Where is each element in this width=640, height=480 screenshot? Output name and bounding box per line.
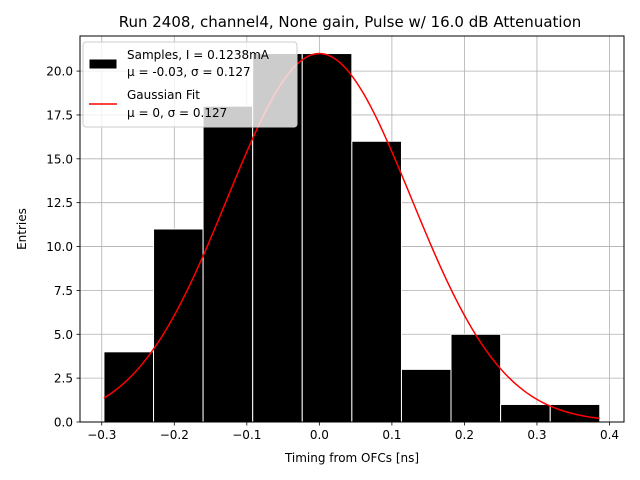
legend-box <box>82 41 298 128</box>
y-tick-label: 17.5 <box>46 108 73 122</box>
y-tick-label: 0.0 <box>54 416 73 430</box>
x-tick-label: −0.2 <box>160 428 189 442</box>
legend-fit-label-line2: μ = 0, σ = 0.127 <box>127 106 227 120</box>
y-tick-label: 15.0 <box>46 152 73 166</box>
x-tick-label: 0.3 <box>527 428 546 442</box>
histogram-bar <box>103 351 155 423</box>
histogram-bar <box>400 368 452 423</box>
x-tick-label: 0.2 <box>455 428 474 442</box>
legend-samples-swatch <box>88 58 118 70</box>
legend-fit-label-line1: Gaussian Fit <box>127 88 200 102</box>
x-axis-label: Timing from OFCs [ns] <box>284 451 419 465</box>
y-tick-label: 2.5 <box>54 372 73 386</box>
histogram-bar <box>153 228 204 423</box>
x-tick-label: 0.1 <box>382 428 401 442</box>
histogram-bars <box>103 53 601 423</box>
histogram-bar <box>549 403 601 423</box>
y-tick-label: 10.0 <box>46 240 73 254</box>
histogram-bar <box>351 140 402 423</box>
legend-samples-label-line1: Samples, I = 0.1238mA <box>127 48 270 62</box>
y-tick-label: 20.0 <box>46 65 73 79</box>
y-tick-label: 7.5 <box>54 284 73 298</box>
y-axis-label: Entries <box>15 208 29 250</box>
histogram-bar <box>450 333 502 423</box>
x-tick-label: 0.0 <box>310 428 329 442</box>
plot-frame <box>79 35 625 423</box>
axis-ticks: −0.3 −0.2 −0.1 0.0 0.1 0.2 0.3 0.4 0.0 2.5 5.0 7.5 1… <box>46 65 619 442</box>
y-tick-label: 5.0 <box>54 328 73 342</box>
x-tick-label: −0.1 <box>232 428 261 442</box>
chart-title: Run 2408, channel4, None gain, Pulse w/ … <box>119 13 582 31</box>
x-tick-label: 0.4 <box>600 428 619 442</box>
gaussian-fit-curve <box>103 52 600 420</box>
y-tick-label: 12.5 <box>46 196 73 210</box>
histogram-bar <box>500 403 551 423</box>
legend-samples-label-line2: μ = -0.03, σ = 0.127 <box>127 65 251 79</box>
histogram-bar <box>301 53 353 423</box>
legend: Samples, I = 0.1238mA μ = -0.03, σ = 0.1… <box>82 41 298 128</box>
x-tick-label: −0.3 <box>87 428 116 442</box>
